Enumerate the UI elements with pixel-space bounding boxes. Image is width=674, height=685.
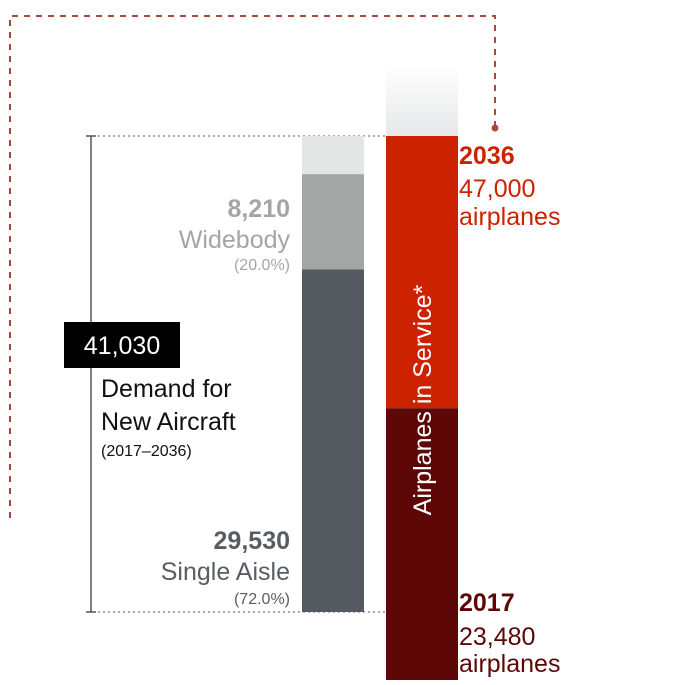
widebody-pct: (20.0%) <box>234 257 290 274</box>
demand-label-line1: Demand for <box>101 375 232 403</box>
bar-segment-other <box>302 136 364 175</box>
end-count: 47,000 <box>459 175 535 203</box>
single-aisle-pct: (72.0%) <box>234 591 290 608</box>
connector-dot <box>491 124 499 132</box>
demand-period: (2017–2036) <box>101 443 192 460</box>
service-bar-base-2017 <box>386 408 458 680</box>
connector-line <box>9 15 496 518</box>
end-unit: airplanes <box>459 203 560 231</box>
service-bar-growth-2036 <box>386 136 458 409</box>
start-count: 23,480 <box>459 623 535 651</box>
widebody-value: 8,210 <box>227 195 290 223</box>
demand-label-line2: New Aircraft <box>101 408 236 436</box>
service-bar-fade <box>386 66 458 136</box>
service-axis-label: Airplanes in Service* <box>409 284 437 515</box>
total-badge <box>64 322 180 368</box>
bar-segment-single-aisle <box>302 269 364 612</box>
bar-segment-widebody <box>302 174 364 270</box>
start-unit: airplanes <box>459 650 560 678</box>
single-aisle-value: 29,530 <box>214 527 290 555</box>
total-value: 41,030 <box>84 332 160 360</box>
airplanes-in-service-bar <box>386 66 458 680</box>
demand-stacked-bar <box>302 136 364 612</box>
single-aisle-name: Single Aisle <box>161 558 290 586</box>
end-year: 2036 <box>459 142 515 170</box>
widebody-name: Widebody <box>179 226 291 254</box>
start-year: 2017 <box>459 589 515 617</box>
